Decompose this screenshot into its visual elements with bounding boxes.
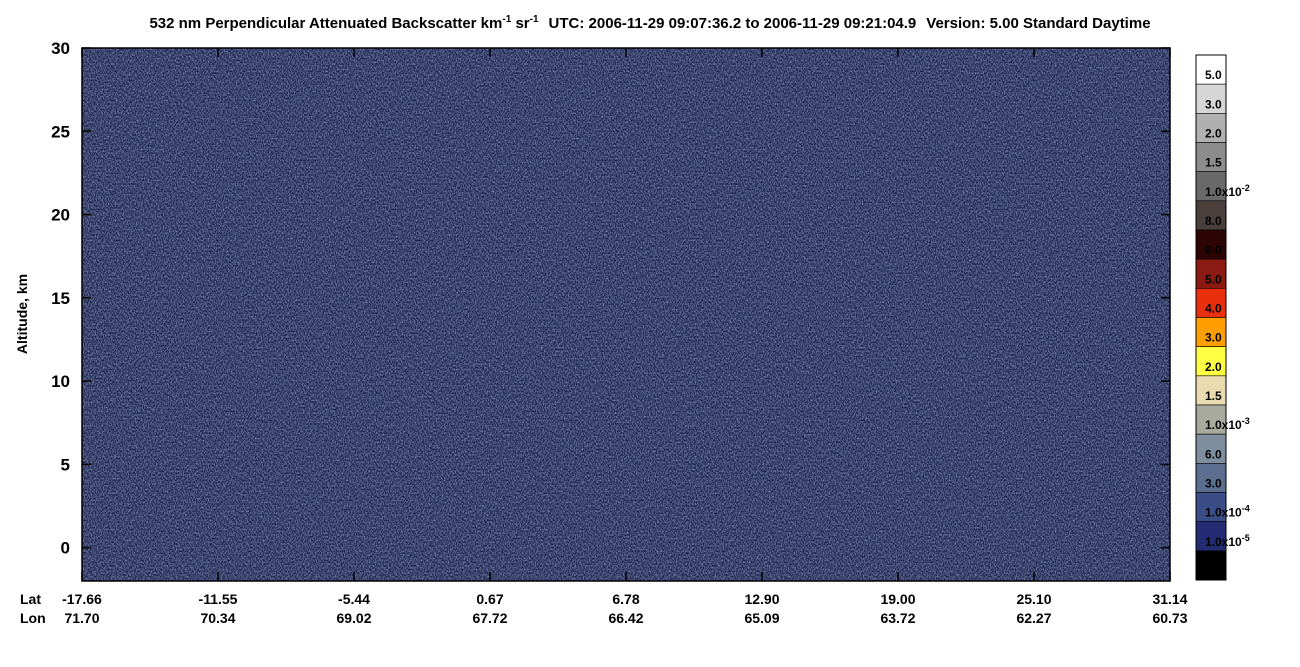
colorbar-label: 3.0	[1205, 331, 1222, 345]
title-exponent: -1	[502, 14, 511, 25]
y-tick-label: 5	[61, 455, 70, 474]
colorbar-swatch	[1195, 229, 1227, 260]
lat-label: -11.55	[199, 591, 238, 607]
lat-label: 25.10	[1016, 591, 1051, 607]
colorbar-label: 5.0	[1205, 68, 1222, 82]
colorbar-label: 6.0	[1205, 447, 1222, 461]
lon-label: 62.27	[1016, 610, 1051, 626]
lat-label: 12.90	[744, 591, 779, 607]
colorbar-label: 4.0	[1205, 302, 1222, 316]
y-tick-label: 0	[61, 539, 70, 558]
colorbar-swatch	[1195, 113, 1227, 143]
lat-label: 31.14	[1152, 591, 1187, 607]
lat-label: 19.00	[880, 591, 915, 607]
colorbar-label: 1.0x10-2	[1205, 183, 1250, 199]
lon-label: 60.73	[1152, 610, 1187, 626]
lon-label: 65.09	[744, 610, 779, 626]
lat-label: 6.78	[612, 591, 639, 607]
colorbar-label: 3.0	[1205, 97, 1222, 111]
title-text: sr	[511, 15, 530, 32]
colorbar-label-base: 1.0x10	[1205, 506, 1242, 520]
title-text: 532 nm Perpendicular Attenuated Backscat…	[149, 15, 502, 32]
lon-label: 71.70	[64, 610, 99, 626]
title-exponent: -1	[530, 14, 539, 25]
colorbar-swatch	[1195, 142, 1227, 172]
y-tick-label: 25	[51, 122, 70, 141]
lon-label: 70.34	[200, 610, 235, 626]
lat-label: 0.67	[476, 591, 503, 607]
colorbar-label: 8.0	[1205, 214, 1222, 228]
title-version: Version: 5.00 Standard Daytime	[926, 15, 1150, 32]
colorbar-label-base: 1.0x10	[1205, 418, 1242, 432]
lon-label: 67.72	[472, 610, 507, 626]
y-tick-label: 10	[51, 372, 70, 391]
x-row-label: Lat	[20, 591, 41, 607]
colorbar-label-exponent: -2	[1242, 183, 1250, 193]
colorbar-label-exponent: -4	[1242, 504, 1250, 514]
lat-label: -17.66	[62, 591, 102, 607]
colorbar-label-exponent: -3	[1242, 416, 1250, 426]
lon-label: 66.42	[608, 610, 643, 626]
colorbar-swatch	[1195, 433, 1227, 464]
lon-label: 69.02	[336, 610, 371, 626]
colorbar-label: 1.0x10-5	[1205, 533, 1250, 549]
plot-texture	[82, 48, 1170, 581]
y-tick-label: 15	[51, 289, 70, 308]
colorbar-swatch	[1195, 492, 1227, 522]
chart-title: 532 nm Perpendicular Attenuated Backscat…	[149, 14, 1150, 32]
colorbar-swatch	[1195, 550, 1227, 581]
y-tick-label: 30	[51, 39, 70, 58]
colorbar-swatch	[1195, 317, 1227, 347]
colorbar-label: 1.0x10-3	[1205, 416, 1250, 432]
colorbar-frame	[1195, 54, 1227, 581]
colorbar-label: 6.0	[1205, 243, 1222, 257]
colorbar-label-base: 1.0x10	[1205, 185, 1242, 199]
colorbar-label-exponent: -5	[1242, 533, 1250, 543]
colorbar-label-base: 1.0x10	[1205, 535, 1242, 549]
colorbar-label: 3.0	[1205, 477, 1222, 491]
colorbar-label: 1.5	[1205, 389, 1222, 403]
colorbar-swatch	[1195, 200, 1227, 231]
colorbar-label: 5.0	[1205, 272, 1222, 286]
colorbar-label: 1.5	[1205, 156, 1222, 170]
y-axis-label: Altitude, km	[14, 274, 30, 354]
title-time: UTC: 2006-11-29 09:07:36.2 to 2006-11-29…	[549, 15, 917, 32]
lat-label: -5.44	[338, 591, 370, 607]
x-row-label: Lon	[20, 610, 46, 626]
colorbar-label: 2.0	[1205, 360, 1222, 374]
colorbar-label: 1.0x10-4	[1205, 504, 1250, 520]
lon-label: 63.72	[880, 610, 915, 626]
y-tick-label: 20	[51, 206, 70, 225]
colorbar-label: 2.0	[1205, 127, 1222, 141]
